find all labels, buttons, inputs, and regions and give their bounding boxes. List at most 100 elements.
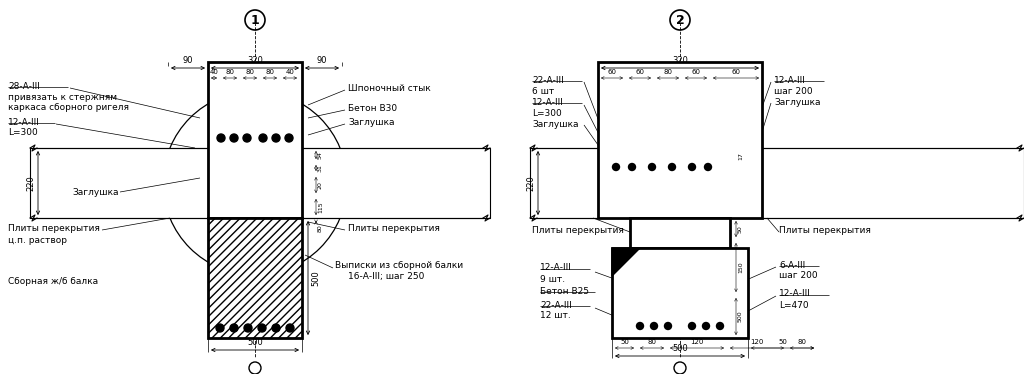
Text: 6 шт: 6 шт bbox=[532, 86, 554, 95]
Circle shape bbox=[244, 324, 252, 332]
Bar bbox=[630, 218, 730, 248]
Text: 500: 500 bbox=[738, 311, 743, 322]
Text: 54: 54 bbox=[318, 151, 323, 159]
Text: 12-А-III: 12-А-III bbox=[540, 264, 571, 273]
Text: 40: 40 bbox=[286, 69, 295, 75]
Text: 80: 80 bbox=[664, 69, 673, 75]
Text: 500: 500 bbox=[247, 338, 263, 347]
Text: 90: 90 bbox=[316, 56, 328, 65]
Text: шаг 200: шаг 200 bbox=[774, 86, 813, 95]
Text: 80: 80 bbox=[318, 224, 323, 232]
Bar bbox=[762, 148, 1024, 218]
Text: 9 шт.: 9 шт. bbox=[540, 275, 565, 283]
Text: Плиты перекрытия: Плиты перекрытия bbox=[532, 226, 624, 234]
Text: 115: 115 bbox=[318, 201, 323, 213]
Text: Сборная ж/б балка: Сборная ж/б балка bbox=[8, 278, 98, 286]
Bar bbox=[612, 248, 748, 338]
Text: 80: 80 bbox=[246, 69, 255, 75]
Text: 80: 80 bbox=[265, 69, 274, 75]
Text: Заглушка: Заглушка bbox=[532, 120, 579, 129]
Text: 500: 500 bbox=[672, 344, 688, 353]
Text: 320: 320 bbox=[247, 56, 263, 65]
Bar bbox=[208, 218, 302, 338]
Circle shape bbox=[717, 322, 724, 329]
Text: 20: 20 bbox=[318, 181, 323, 189]
Circle shape bbox=[216, 324, 224, 332]
Text: L=300: L=300 bbox=[8, 128, 38, 137]
Circle shape bbox=[230, 324, 238, 332]
Text: 220: 220 bbox=[26, 175, 35, 191]
Text: 60: 60 bbox=[607, 69, 616, 75]
Text: 2: 2 bbox=[676, 13, 684, 27]
Circle shape bbox=[285, 134, 293, 142]
Text: L=470: L=470 bbox=[779, 300, 809, 310]
Text: 150: 150 bbox=[738, 262, 743, 273]
Text: 60: 60 bbox=[636, 69, 644, 75]
Circle shape bbox=[217, 134, 225, 142]
Text: 17: 17 bbox=[738, 152, 743, 160]
Text: Бетон В30: Бетон В30 bbox=[348, 104, 397, 113]
Text: Плиты перекрытия: Плиты перекрытия bbox=[779, 226, 870, 234]
Text: Плиты перекрытия: Плиты перекрытия bbox=[8, 224, 100, 233]
Text: 28-А-III: 28-А-III bbox=[8, 82, 40, 91]
Text: Выписки из сборной балки: Выписки из сборной балки bbox=[335, 261, 463, 270]
Circle shape bbox=[286, 324, 294, 332]
Circle shape bbox=[612, 163, 620, 171]
Text: 120: 120 bbox=[751, 339, 764, 345]
Text: 12-А-III: 12-А-III bbox=[532, 98, 564, 107]
Polygon shape bbox=[612, 248, 640, 276]
Circle shape bbox=[650, 322, 657, 329]
Text: 12-А-III: 12-А-III bbox=[774, 76, 806, 85]
Circle shape bbox=[230, 134, 238, 142]
Text: 6-А-III: 6-А-III bbox=[779, 261, 805, 270]
Text: Заглушка: Заглушка bbox=[774, 98, 820, 107]
Text: 40: 40 bbox=[210, 69, 218, 75]
Circle shape bbox=[272, 324, 280, 332]
Text: 1: 1 bbox=[251, 13, 259, 27]
Text: 50: 50 bbox=[778, 339, 786, 345]
Text: каркаса сборного ригеля: каркаса сборного ригеля bbox=[8, 102, 129, 111]
Circle shape bbox=[258, 324, 266, 332]
Text: привязать к стержням: привязать к стержням bbox=[8, 92, 117, 101]
Bar bbox=[30, 148, 208, 218]
Circle shape bbox=[259, 134, 267, 142]
Text: 90: 90 bbox=[182, 56, 194, 65]
Circle shape bbox=[705, 163, 712, 171]
Text: 60: 60 bbox=[691, 69, 700, 75]
Text: 220: 220 bbox=[526, 175, 535, 191]
Text: Шпоночный стык: Шпоночный стык bbox=[348, 83, 431, 92]
Text: шаг 200: шаг 200 bbox=[779, 272, 817, 280]
Circle shape bbox=[648, 163, 655, 171]
Text: Бетон В25: Бетон В25 bbox=[540, 286, 589, 295]
Text: Плиты перекрытия: Плиты перекрытия bbox=[348, 224, 440, 233]
Text: L=300: L=300 bbox=[532, 108, 562, 117]
Text: 80: 80 bbox=[647, 339, 656, 345]
Text: Заглушка: Заглушка bbox=[72, 187, 119, 196]
Bar bbox=[208, 62, 302, 218]
Circle shape bbox=[665, 322, 672, 329]
Text: Заглушка: Заглушка bbox=[348, 117, 394, 126]
Circle shape bbox=[637, 322, 643, 329]
Text: 80: 80 bbox=[225, 69, 234, 75]
Text: 12-А-III: 12-А-III bbox=[8, 117, 40, 126]
Text: 50: 50 bbox=[621, 339, 629, 345]
Text: 22-А-III: 22-А-III bbox=[532, 76, 564, 85]
Circle shape bbox=[669, 163, 676, 171]
Text: ц.п. раствор: ц.п. раствор bbox=[8, 236, 67, 245]
Circle shape bbox=[702, 322, 710, 329]
Text: 500: 500 bbox=[311, 270, 319, 286]
Text: 16-А-III; шаг 250: 16-А-III; шаг 250 bbox=[348, 273, 424, 282]
Text: 60: 60 bbox=[731, 69, 740, 75]
Text: 50: 50 bbox=[738, 225, 743, 233]
Text: 12-А-III: 12-А-III bbox=[779, 289, 811, 298]
Circle shape bbox=[629, 163, 636, 171]
Text: 22-А-III: 22-А-III bbox=[540, 300, 571, 310]
Text: 120: 120 bbox=[690, 339, 703, 345]
Circle shape bbox=[688, 163, 695, 171]
Text: 31: 31 bbox=[318, 164, 323, 172]
Bar bbox=[302, 148, 490, 218]
Text: 320: 320 bbox=[672, 56, 688, 65]
Circle shape bbox=[243, 134, 251, 142]
Circle shape bbox=[688, 322, 695, 329]
Text: 80: 80 bbox=[798, 339, 807, 345]
